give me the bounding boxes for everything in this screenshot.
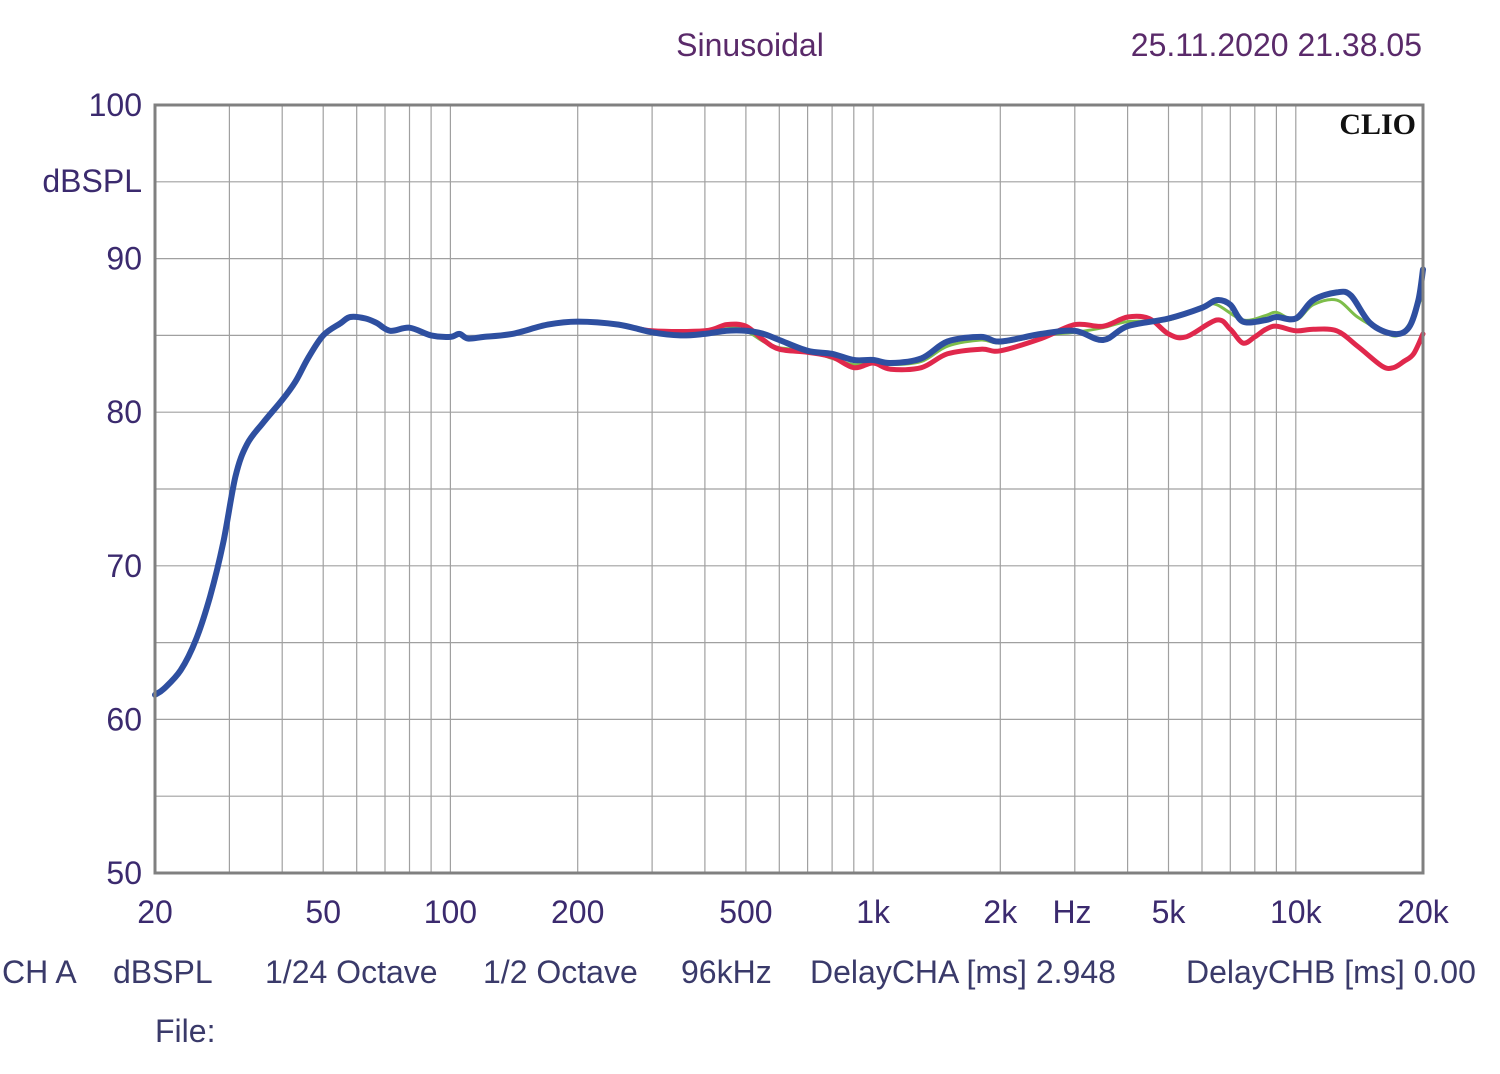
x-tick-label: 2k bbox=[983, 894, 1018, 930]
y-tick-label: 60 bbox=[106, 701, 142, 737]
clio-logo: CLIO bbox=[1339, 108, 1416, 141]
x-tick-label: 100 bbox=[424, 894, 477, 930]
y-tick-label: 50 bbox=[106, 855, 142, 891]
x-axis-unit-label: Hz bbox=[1052, 894, 1091, 930]
x-tick-label: 10k bbox=[1270, 894, 1323, 930]
measurement-mode: Sinusoidal bbox=[676, 27, 824, 63]
grid bbox=[155, 105, 1423, 873]
y-tick-label: 100 bbox=[89, 87, 142, 123]
footer-resolution: 1/24 Octave bbox=[265, 954, 438, 990]
footer-channel: CH A bbox=[2, 954, 77, 990]
series-line-3 bbox=[152, 266, 1426, 698]
x-tick-label: 5k bbox=[1152, 894, 1187, 930]
x-tick-label: 200 bbox=[551, 894, 604, 930]
footer-unit: dBSPL bbox=[113, 954, 213, 990]
footer-smoothing: 1/2 Octave bbox=[483, 954, 638, 990]
x-tick-label: 50 bbox=[305, 894, 341, 930]
plot-frame bbox=[153, 103, 1425, 875]
x-tick-label: 1k bbox=[856, 894, 891, 930]
x-tick-label: 500 bbox=[719, 894, 772, 930]
y-tick-label: 80 bbox=[106, 394, 142, 430]
footer-delay-chb: DelayCHB [ms] 0.00 bbox=[1186, 954, 1476, 990]
x-tick-label: 20 bbox=[137, 894, 173, 930]
y-tick-label: 70 bbox=[106, 548, 142, 584]
footer-sample-rate: 96kHz bbox=[681, 954, 772, 990]
measurement-datetime: 25.11.2020 21.38.05 bbox=[1131, 27, 1422, 63]
y-axis-label: dBSPL bbox=[42, 163, 142, 199]
footer-delay-cha: DelayCHA [ms] 2.948 bbox=[810, 954, 1116, 990]
curves bbox=[152, 266, 1426, 698]
y-tick-labels: 100 90 80 70 60 50 bbox=[89, 87, 142, 891]
y-tick-label: 90 bbox=[106, 241, 142, 277]
footer-file-label: File: bbox=[155, 1013, 215, 1049]
x-tick-label: 20k bbox=[1397, 894, 1450, 930]
x-tick-labels: 20 50 100 200 500 1k 2k 5k 10k 20k bbox=[137, 894, 1450, 930]
